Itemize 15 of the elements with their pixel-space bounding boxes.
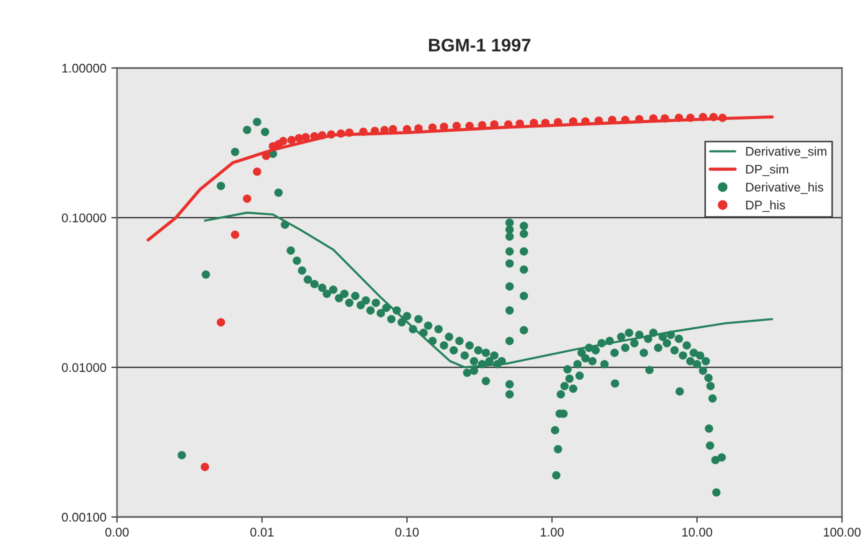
x-tick-label: 0.10 [395,528,419,537]
x-tick-label: 10.00 [682,528,712,537]
x-tick-label: 1.00 [540,528,564,537]
y-tick-label: 0.00100 [62,512,106,522]
y-tick-label: 0.01000 [62,363,106,372]
y-tick-label: 1.00000 [62,64,106,73]
y-tick-label: 0.10000 [62,213,106,222]
x-tick-label: 100.00 [824,528,861,537]
chart-title: BGM-1 1997 [429,38,530,52]
legend-label: Derivative_sim [746,146,826,158]
legend-label: DP_sim [746,164,788,176]
legend-label: Derivative_his [746,182,824,194]
x-tick-label: 0.01 [250,528,274,537]
legend-label: DP_his [746,200,786,212]
x-tick-label: 0.00 [105,528,129,537]
